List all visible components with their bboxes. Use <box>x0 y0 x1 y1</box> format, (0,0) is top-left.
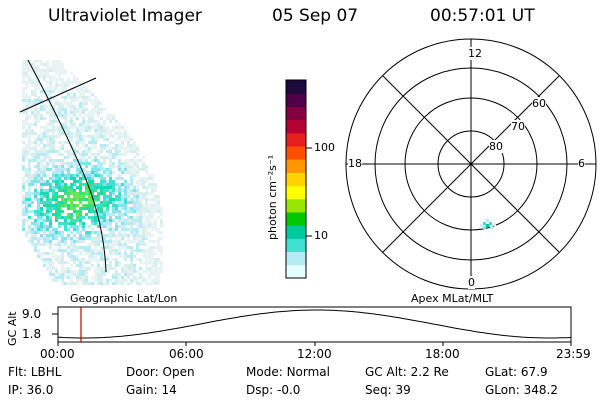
dsp-value: -0.0 <box>276 383 301 397</box>
gcalt-value: 2.2 Re <box>410 365 449 379</box>
mlat-70-label: 70 <box>511 120 525 133</box>
flt-value: LBHL <box>30 365 62 379</box>
glon-label: GLon: <box>485 383 520 397</box>
ip-value: 36.0 <box>26 383 54 397</box>
door-label: Door: <box>126 365 159 379</box>
geographic-caption: Geographic Lat/Lon <box>70 292 178 305</box>
instrument-title: Ultraviolet Imager <box>48 6 202 26</box>
dsp-label: Dsp: <box>246 383 274 397</box>
gcalt-label: GC Alt: <box>365 365 407 379</box>
timeline-xtick-0000: 00:00 <box>40 347 75 361</box>
timeline-xtick-2359: 23:59 <box>556 347 591 361</box>
mode-value: Normal <box>286 365 330 379</box>
mlt-0-label: 0 <box>468 276 475 289</box>
time-label: 00:57:01 UT <box>430 6 535 26</box>
flt-label: Flt: <box>8 365 27 379</box>
mlat-80-label: 80 <box>489 140 503 153</box>
mlat-60-label: 60 <box>532 97 546 110</box>
ip-label: IP: <box>8 383 23 397</box>
timeline-tick-high: 9.0 <box>22 307 42 321</box>
glat-label: GLat: <box>485 365 518 379</box>
mode-label: Mode: <box>246 365 283 379</box>
mlt-12-label: 12 <box>468 47 482 60</box>
seq-value: 39 <box>395 383 411 397</box>
seq-label: Seq: <box>365 383 392 397</box>
mlt-18-label: 18 <box>348 157 362 170</box>
timeline-tick-low: 1.8 <box>22 327 42 341</box>
timeline-xtick-0600: 06:00 <box>169 347 204 361</box>
timeline-xtick-1200: 12:00 <box>297 347 332 361</box>
date-label: 05 Sep 07 <box>272 6 359 26</box>
timeline-ylabel: GC Alt <box>6 311 19 346</box>
gain-label: Gain: <box>126 383 158 397</box>
glat-value: 67.9 <box>520 365 548 379</box>
timeline-xtick-1800: 18:00 <box>425 347 460 361</box>
gain-value: 14 <box>161 383 177 397</box>
door-value: Open <box>162 365 195 379</box>
colorbar-tick-100: 100 <box>314 141 335 154</box>
colorbar-tick-10: 10 <box>314 229 328 242</box>
mlt-6-label: 6 <box>578 157 585 170</box>
glon-value: 348.2 <box>523 383 558 397</box>
apex-caption: Apex MLat/MLT <box>411 292 494 305</box>
